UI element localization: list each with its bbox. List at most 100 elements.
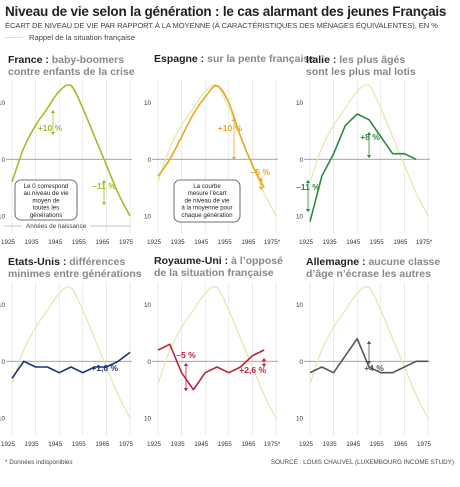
y-tick-label: 10 [296, 100, 304, 107]
series-line-royaume-uni [157, 343, 265, 391]
panel-subtitle-royaume-uni: à l’opposé [231, 255, 283, 267]
y-tick-label: 10 [0, 302, 5, 309]
panel-subtitle-italie: les plus âgés [339, 54, 405, 66]
panel-title-etats-unis: Etats-Unis : différences [8, 256, 125, 268]
france-reference-line [157, 286, 277, 419]
x-tick-label: 1965 [393, 239, 408, 246]
panel-country-espagne: Espagne : [154, 53, 207, 65]
y-tick-label: 10 [144, 100, 152, 107]
y-tick-label: 0 [299, 157, 303, 164]
x-tick-label: 1975 [417, 441, 432, 448]
x-tick-label: 1925 [1, 441, 16, 448]
annotation-arrowhead [305, 209, 311, 212]
series-line-espagne [157, 84, 265, 189]
annotation-arrowhead [258, 178, 264, 181]
x-tick-label: 1975 [119, 239, 134, 246]
legend: Rappel de la situation française [5, 33, 135, 42]
x-tick-label: 1975* [264, 441, 281, 448]
x-tick-label: 1965 [241, 239, 256, 246]
x-tick-label: 1955 [370, 239, 385, 246]
x-tick-label: 1935 [323, 239, 338, 246]
panel-subtitle-france: baby-boomers [52, 54, 125, 66]
x-tick-label: 1965 [95, 441, 110, 448]
note-text: Le 0 correspond au niveau de vie moyen de t… [23, 183, 69, 219]
annotation-label: +2,6 % [239, 365, 266, 375]
panel-country-france: France : [8, 54, 52, 66]
annotation-arrowhead [183, 363, 189, 366]
page-subtitle: ÉCART DE NIVEAU DE VIE PAR RAPPORT À LA … [5, 21, 438, 30]
annotation-label: +8 % [360, 132, 380, 142]
y-tick-label: 0 [1, 157, 5, 164]
y-tick-label: 10 [296, 416, 304, 423]
footnote: * Données indisponibles [5, 459, 73, 466]
annotation-arrowhead [183, 388, 189, 391]
annotation-arrowhead [101, 180, 107, 183]
panel-title-allemagne: Allemagne : aucune classe [306, 256, 440, 268]
annotation-arrowhead [366, 341, 372, 344]
x-tick-label: 1955 [72, 239, 87, 246]
x-tick-label: 1965 [241, 441, 256, 448]
source-credit: SOURCE : LOUIS CHAUVEL (LUXEMBOURG INCOM… [270, 459, 454, 466]
x-tick-label: 1945 [48, 239, 63, 246]
annotation-arrowhead [366, 155, 372, 158]
x-tick-label: 1935 [171, 441, 186, 448]
panel-subtitle-allemagne: aucune classe [368, 256, 440, 268]
panel-title-france: France : baby-boomers [8, 54, 124, 66]
annotation-label: +4 % [364, 363, 384, 373]
annotation-arrowhead [50, 110, 56, 113]
x-tick-label: 1975 [119, 441, 134, 448]
annotation-label: +1,6 % [91, 363, 118, 373]
x-tick-label: 1925 [299, 441, 314, 448]
panel-subtitle-line2-allemagne: d’âge n’écrase les autres [306, 268, 431, 280]
page-title: Niveau de vie selon la génération : le c… [5, 4, 447, 19]
france-reference-line [11, 286, 131, 419]
x-tick-label: 1955 [218, 441, 233, 448]
annotation-arrowhead [231, 118, 237, 121]
x-tick-label: 1945 [194, 441, 209, 448]
annotation-arrowhead [258, 187, 264, 190]
x-tick-label: 1975* [416, 239, 433, 246]
x-tick-label: 1945 [346, 441, 361, 448]
panel-country-allemagne: Allemagne : [306, 256, 368, 268]
panel-title-espagne: Espagne : sur la pente française [154, 53, 315, 65]
chart-panel-espagne: Espagne : sur la pente française 1925 1935… [144, 53, 315, 246]
x-tick-label: 1925 [147, 441, 162, 448]
annotation-arrowhead [261, 358, 267, 361]
x-tick-label: 1955 [72, 441, 87, 448]
x-tick-label: 1935 [323, 441, 338, 448]
x-tick-label: 1925 [1, 239, 16, 246]
series-line-italie [309, 113, 417, 222]
panel-country-italie: Italie : [306, 54, 339, 66]
legend-label: Rappel de la situation française [29, 33, 135, 42]
annotation-label: +10 % [218, 123, 243, 133]
y-tick-label: 0 [147, 157, 151, 164]
note-box [173, 179, 241, 223]
note-text: La courbe mesure l’écart de niveau de vie à… [181, 183, 233, 219]
france-reference-line [309, 84, 429, 217]
x-tick-label: 1975* [264, 239, 281, 246]
y-tick-label: 0 [299, 359, 303, 366]
x-tick-label: 1925 [147, 239, 162, 246]
x-tick-label: 1965 [95, 239, 110, 246]
annotation-arrowhead [305, 180, 311, 183]
panel-subtitle-line2-italie: sont les plus mal lotis [306, 66, 416, 78]
panel-subtitle-line2-royaume-uni: de la situation française [154, 267, 274, 279]
panel-title-italie: Italie : les plus âgés [306, 54, 405, 66]
annotation-arrowhead [101, 202, 107, 205]
series-line-france [11, 84, 131, 217]
x-tick-label: 1955 [218, 239, 233, 246]
panel-subtitle-line2-etats-unis: minimes entre générations [8, 268, 142, 280]
x-tick-label: 1945 [346, 239, 361, 246]
panel-country-etats-unis: Etats-Unis : [8, 256, 69, 268]
panel-subtitle-etats-unis: différences [69, 256, 125, 268]
y-tick-label: 0 [1, 359, 5, 366]
annotation-label: +10 % [38, 123, 63, 133]
y-tick-label: 10 [296, 214, 304, 221]
panel-subtitle-line2-france: contre enfants de la crise [8, 66, 135, 78]
annotation-arrowhead [366, 132, 372, 135]
france-reference-line [309, 286, 429, 419]
